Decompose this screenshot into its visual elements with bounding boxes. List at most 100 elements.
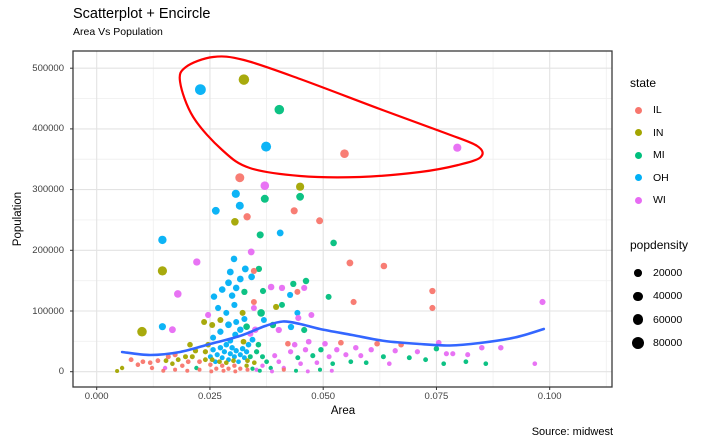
data-point (239, 309, 246, 316)
smooth-line (120, 320, 546, 357)
data-point (245, 358, 250, 364)
data-point (267, 283, 275, 291)
data-point (429, 287, 436, 295)
data-point (465, 352, 471, 358)
y-tick-label: 0 (58, 366, 64, 378)
legend-item-popdensity-20000: 20000 (630, 261, 688, 285)
y-tick-label: 400000 (32, 123, 64, 135)
data-point (231, 218, 239, 226)
x-axis-title: Area (330, 405, 356, 417)
legend-item-WI: WI (630, 189, 669, 212)
data-point (137, 326, 147, 337)
legend-item-label: IL (653, 104, 662, 117)
data-point (380, 262, 388, 270)
data-point (210, 293, 218, 300)
y-tick-label: 500000 (32, 62, 64, 74)
popdensity-legend-title: popdensity (630, 238, 689, 252)
legend-item-label: MI (653, 149, 665, 162)
data-point (197, 359, 202, 365)
data-point (287, 349, 294, 355)
data-point (189, 354, 195, 360)
data-point (241, 265, 249, 273)
x-axis-tick-labels: 0.000 0.025 0.050 0.075 0.100 (0, 391, 720, 405)
data-point (340, 149, 349, 158)
data-point (128, 357, 134, 363)
data-point (180, 363, 185, 368)
data-point (392, 348, 398, 354)
data-point (295, 314, 302, 322)
data-point (119, 365, 125, 371)
data-point (250, 305, 257, 311)
legend-item-popdensity-80000: 80000 (630, 332, 688, 356)
data-point (275, 326, 282, 334)
data-point (255, 265, 263, 273)
data-point (441, 361, 447, 367)
legend-size-dot (633, 291, 643, 301)
data-point (231, 189, 240, 198)
legend-color-dot (634, 106, 642, 114)
data-point (163, 358, 169, 364)
data-point (479, 344, 485, 351)
data-point (233, 348, 239, 354)
data-point (272, 353, 278, 359)
data-point (380, 354, 386, 360)
data-point (230, 255, 238, 263)
legend-size-dot (634, 268, 642, 277)
data-point (185, 359, 191, 365)
legend-item-OH: OH (630, 167, 669, 190)
data-point (296, 192, 304, 201)
data-point (185, 368, 190, 373)
data-point (250, 267, 257, 274)
legend-size-dot (632, 337, 644, 350)
y-axis-title: Population (12, 191, 24, 247)
legend-color-dot (634, 174, 642, 182)
data-point (334, 347, 340, 353)
data-point (193, 258, 201, 266)
data-point (279, 301, 285, 308)
data-point (270, 369, 274, 374)
data-point (226, 268, 234, 276)
data-point (147, 360, 153, 366)
data-point (241, 288, 248, 296)
data-point (264, 359, 269, 365)
x-tick-label: 0.000 (84, 391, 109, 402)
legend-item-popdensity-60000: 60000 (630, 308, 688, 332)
data-point (217, 328, 224, 335)
data-point (238, 366, 243, 371)
legend-item-MI: MI (630, 144, 669, 167)
legend-size-dot (632, 314, 644, 326)
data-point (168, 326, 176, 334)
legend-item-IN: IN (630, 122, 669, 145)
data-point (249, 336, 256, 343)
data-point (276, 359, 282, 365)
data-point (175, 357, 181, 363)
data-point (115, 368, 120, 374)
data-point (326, 354, 332, 360)
data-point (244, 363, 249, 368)
data-point (231, 354, 237, 360)
legend-item-label: WI (653, 194, 666, 207)
data-point (350, 298, 357, 306)
legend-item-label: 80000 (653, 337, 683, 350)
chart-caption: Source: midwest (531, 426, 613, 438)
state-legend: state IL IN MI OH WI (630, 76, 669, 212)
data-point (217, 316, 224, 324)
data-point (225, 321, 232, 329)
data-point (273, 303, 280, 310)
data-point (149, 365, 155, 371)
data-point (276, 229, 284, 237)
data-point (247, 354, 253, 360)
data-point (305, 338, 312, 345)
data-point (329, 368, 334, 373)
data-point (293, 368, 299, 373)
data-point (165, 354, 171, 360)
data-point (260, 354, 265, 360)
x-tick-label: 0.100 (537, 391, 562, 402)
data-point (305, 369, 310, 374)
data-point (287, 291, 294, 298)
data-point (202, 357, 208, 363)
data-point (278, 284, 286, 292)
legend-color-dot (634, 196, 642, 204)
data-point (301, 284, 308, 291)
data-point (210, 347, 216, 353)
